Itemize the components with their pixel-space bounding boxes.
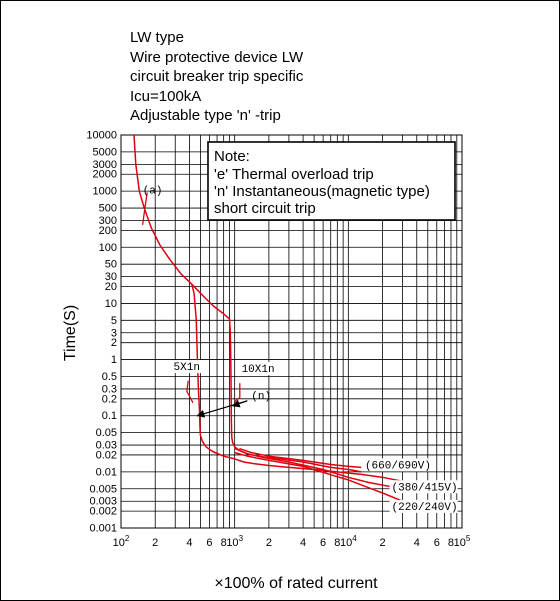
- label-backing: [389, 499, 458, 513]
- note-box: [207, 141, 456, 221]
- y-tick-label: 5000: [93, 146, 117, 158]
- y-tick-label: 0.001: [89, 523, 117, 535]
- x-tick-label: 6: [206, 537, 212, 549]
- title-line: Wire protective device LW: [130, 48, 304, 66]
- label-backing: [171, 360, 202, 374]
- label-backing: [389, 480, 458, 494]
- x-tick-exponent: 5: [466, 534, 471, 543]
- y-tick-label: 0.002: [89, 506, 117, 518]
- label-380: (380/415V): [392, 482, 458, 494]
- y-tick-label: 1000: [93, 186, 117, 198]
- curve-thermal: [133, 134, 230, 320]
- curve-v660: [239, 447, 362, 469]
- x-tick-label: 4: [186, 537, 192, 549]
- y-tick-label: 5: [111, 315, 117, 327]
- y-tick-label: 0.003: [89, 496, 117, 508]
- y-tick-label: 0.5: [102, 371, 117, 383]
- x-tick-label: 4: [414, 537, 420, 549]
- y-tick-label: 0.1: [102, 410, 117, 422]
- x-tick-exponent: 3: [239, 534, 244, 543]
- y-tick-label: 0.05: [96, 427, 117, 439]
- x-tick-label: 2: [152, 537, 158, 549]
- arrow-n: [231, 399, 248, 408]
- note-title: Note:: [214, 148, 250, 165]
- title-line: Adjustable type 'n' -trip: [130, 107, 281, 124]
- curve-v220: [234, 451, 418, 508]
- title-block: LW type Wire protective device LW circui…: [130, 28, 303, 126]
- y-tick-label: 30: [105, 271, 117, 283]
- label-5x: 5X1n: [174, 362, 200, 374]
- y-tick-label: 0.2: [102, 393, 117, 405]
- title-line: circuit breaker trip specific: [130, 68, 304, 85]
- x-tick-label: 2: [266, 537, 272, 549]
- x-tick-label: 8: [221, 537, 227, 549]
- y-tick-label: 1: [111, 354, 117, 366]
- y-tick-label: 0.3: [102, 383, 117, 395]
- y-tick-label: 2: [111, 337, 117, 349]
- x-axis-label: ×100% of rated current: [214, 575, 378, 592]
- label-backing: [362, 458, 431, 472]
- y-tick-label: 300: [99, 215, 117, 227]
- label-backing: [239, 362, 276, 376]
- y-tick-label: 10: [105, 298, 117, 310]
- y-tick-label: 0.02: [96, 449, 117, 461]
- title-line: Icu=100kA: [130, 87, 202, 105]
- y-tick-label: 50: [105, 259, 117, 271]
- label-220: (220/240V): [392, 502, 458, 514]
- y-tick-label: 0.005: [89, 483, 117, 495]
- x-tick-label: 4: [300, 537, 306, 549]
- x-tick-label: 6: [320, 537, 326, 549]
- y-tick-label: 100: [99, 242, 117, 254]
- curve-trip-10x: [228, 318, 362, 473]
- x-tick-label: 104: [340, 534, 357, 549]
- y-tick-label: 3000: [93, 159, 117, 171]
- x-tick-label: 8: [448, 537, 454, 549]
- x-tick-label: 8: [334, 537, 340, 549]
- y-tick-label: 3: [111, 327, 117, 339]
- y-tick-label: 20: [105, 281, 117, 293]
- curve-trip-5x: [191, 284, 417, 486]
- leader-a: [141, 192, 148, 225]
- x-tick-label: 105: [454, 534, 471, 549]
- x-tick-label: 103: [226, 534, 243, 549]
- curve-v380: [234, 447, 403, 490]
- y-tick-label: 10000: [86, 130, 117, 142]
- x-tick-exponent: 2: [125, 534, 130, 543]
- plot-border: [120, 134, 463, 529]
- x-tick-label: 6: [434, 537, 440, 549]
- y-tick-label: 0.01: [96, 466, 117, 478]
- y-tick-label: 200: [99, 225, 117, 237]
- y-axis-label: Time(S): [62, 305, 79, 361]
- note-line: 'e' Thermal overload trip: [214, 166, 374, 183]
- x-tick-exponent: 4: [352, 534, 357, 543]
- leader-5x: [186, 380, 194, 404]
- note-line: 'n' Instantaneous(magnetic type): [214, 183, 430, 200]
- label-10x: 10X1n: [242, 364, 275, 376]
- label-660: (660/690V): [365, 460, 431, 472]
- x-tick-label: 2: [379, 537, 385, 549]
- note-line: short circuit trip: [214, 200, 316, 217]
- label-n: (n): [251, 391, 271, 403]
- title-line: LW type: [130, 29, 184, 46]
- y-tick-label: 500: [99, 203, 117, 215]
- y-tick-label: 0.03: [96, 440, 117, 452]
- y-tick-label: 2000: [93, 169, 117, 181]
- x-tick-label: 102: [113, 534, 130, 549]
- label-a: (a): [143, 186, 163, 198]
